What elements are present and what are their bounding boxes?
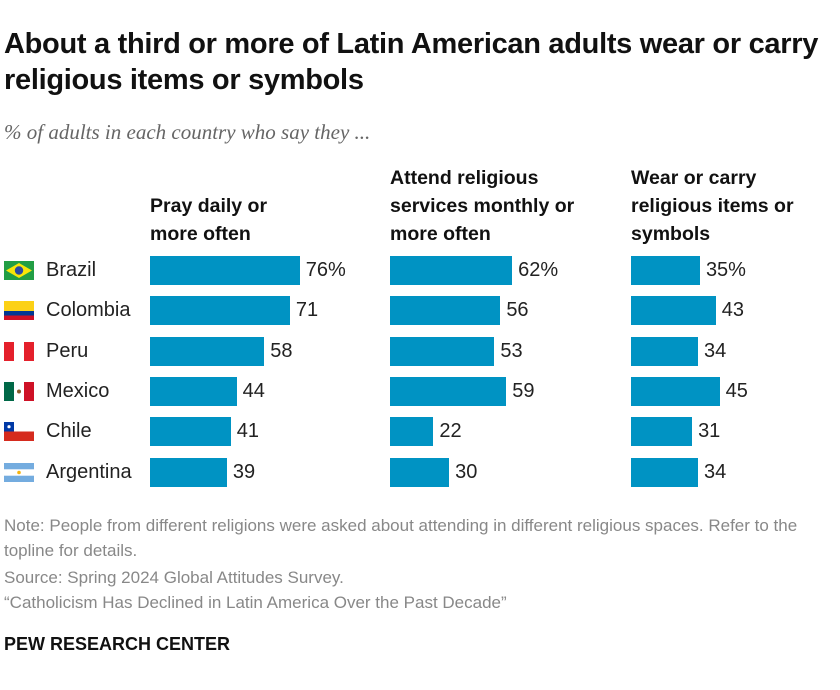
- bar-peru-1: [150, 336, 265, 366]
- source: Source: Spring 2024 Global Attitudes Sur…: [4, 568, 344, 587]
- bar-colombia-1: [150, 296, 290, 326]
- category-label: Argentina: [46, 460, 132, 483]
- data-label: 41: [236, 420, 260, 443]
- chart-title: About a third or more of Latin American …: [4, 28, 819, 96]
- bar-chile-1: [150, 417, 231, 447]
- chile-flag-icon: [4, 422, 34, 442]
- data-label: 44: [242, 379, 265, 402]
- column-header-2: Attend religious services monthly or mor…: [390, 167, 575, 245]
- colombia-flag-icon: [4, 301, 34, 321]
- data-label: 59: [512, 379, 535, 402]
- data-label: 31: [698, 420, 721, 443]
- bar-colombia-2: [390, 296, 501, 326]
- data-label: 43: [721, 299, 744, 322]
- data-label: 34: [703, 339, 727, 362]
- data-label: 71: [295, 299, 319, 322]
- data-label: 30: [455, 460, 478, 483]
- column-header-1: Pray daily or more often: [150, 195, 268, 245]
- bar-argentina-3: [631, 457, 698, 487]
- chart-subtitle: % of adults in each country who say they…: [4, 120, 371, 144]
- data-label: 34: [703, 460, 727, 483]
- argentina-flag-icon: [4, 462, 34, 482]
- brazil-flag-icon: [4, 261, 34, 280]
- category-label: Colombia: [46, 299, 131, 322]
- bar-argentina-2: [390, 457, 450, 487]
- category-label: Peru: [46, 339, 89, 362]
- data-label: 56: [506, 299, 529, 322]
- category-label: Mexico: [46, 379, 110, 402]
- data-label: 45: [725, 379, 748, 402]
- bar-peru-2: [390, 336, 495, 366]
- brand-logo: PEW RESEARCH CENTER: [4, 634, 231, 654]
- data-label: 22: [439, 420, 462, 443]
- bar-argentina-1: [150, 457, 227, 487]
- category-label: Chile: [46, 420, 92, 443]
- data-label: 39: [232, 460, 256, 483]
- report-title: “Catholicism Has Declined in Latin Ameri…: [4, 593, 507, 612]
- peru-flag-icon: [4, 341, 34, 361]
- bar-colombia-3: [631, 296, 716, 326]
- category-label: Brazil: [46, 259, 97, 281]
- column-header-3: Wear or carry religious items or symbols: [631, 167, 794, 245]
- bar-mexico-3: [631, 376, 720, 406]
- data-label: 76%: [305, 259, 346, 281]
- bar-mexico-2: [390, 376, 507, 406]
- bar-peru-3: [631, 336, 698, 366]
- note: Note: People from different religions we…: [4, 516, 798, 560]
- mexico-flag-icon: [4, 381, 34, 401]
- bar-brazil-3: [631, 256, 700, 285]
- data-label: 62%: [518, 259, 559, 281]
- bar-chile-3: [631, 417, 693, 447]
- bar-chile-2: [390, 417, 434, 447]
- data-label: 58: [270, 339, 293, 362]
- data-label: 35%: [705, 259, 746, 281]
- data-label: 53: [500, 339, 523, 362]
- bar-mexico-1: [150, 376, 237, 406]
- bar-brazil-2: [390, 256, 513, 285]
- bar-brazil-1: [150, 256, 300, 285]
